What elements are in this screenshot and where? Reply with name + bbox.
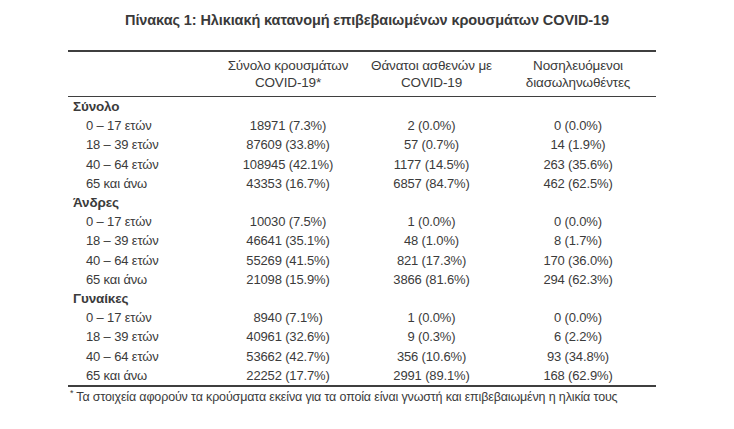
section-header-total: Σύνολο [68,97,656,117]
cell-cases: 21098 (15.9%) [213,270,363,289]
cell-intubated: 168 (62.9%) [500,366,656,386]
table-row: 18 – 39 ετών 46641 (35.1%) 48 (1.0%) 8 (… [68,231,656,250]
cell-intubated: 93 (34.8%) [500,347,656,366]
footnote-asterisk: * [70,388,73,398]
col-header-deaths: Θάνατοι ασθενών με COVID-19 [363,51,500,97]
age-group-label: 18 – 39 ετών [68,231,213,250]
cell-intubated: 0 (0.0%) [500,308,656,327]
age-group-label: 0 – 17 ετών [68,116,213,135]
cell-deaths: 3866 (81.6%) [363,270,500,289]
cell-intubated: 294 (62.3%) [500,270,656,289]
table-row: 40 – 64 ετών 108945 (42.1%) 1177 (14.5%)… [68,155,656,174]
table-row: 65 και άνω 21098 (15.9%) 3866 (81.6%) 29… [68,270,656,289]
cell-deaths: 48 (1.0%) [363,231,500,250]
age-group-label: 40 – 64 ετών [68,155,213,174]
cell-cases: 22252 (17.7%) [213,366,363,386]
table-row: 18 – 39 ετών 87609 (33.8%) 57 (0.7%) 14 … [68,135,656,154]
col-header-total-cases-line2: COVID-19* [213,74,363,91]
cell-deaths: 2991 (89.1%) [363,366,500,386]
cell-cases: 10030 (7.5%) [213,212,363,231]
age-group-label: 18 – 39 ετών [68,327,213,346]
cell-deaths: 57 (0.7%) [363,135,500,154]
col-header-intubated: Νοσηλευόμενοι διασωληνωθέντες [500,51,656,97]
col-header-total-cases-line1: Σύνολο κρουσμάτων [213,57,363,74]
age-group-label: 18 – 39 ετών [68,135,213,154]
table-row: 40 – 64 ετών 55269 (41.5%) 821 (17.3%) 1… [68,251,656,270]
cell-cases: 46641 (35.1%) [213,231,363,250]
table-row: 40 – 64 ετών 53662 (42.7%) 356 (10.6%) 9… [68,347,656,366]
cell-deaths: 6857 (84.7%) [363,174,500,193]
cell-intubated: 462 (62.5%) [500,174,656,193]
cell-cases: 55269 (41.5%) [213,251,363,270]
table-row: 0 – 17 ετών 18971 (7.3%) 2 (0.0%) 0 (0.0… [68,116,656,135]
age-group-label: 40 – 64 ετών [68,347,213,366]
cell-cases: 53662 (42.7%) [213,347,363,366]
cell-deaths: 1 (0.0%) [363,212,500,231]
col-header-total-cases: Σύνολο κρουσμάτων COVID-19* [213,51,363,97]
table-row: 0 – 17 ετών 8940 (7.1%) 1 (0.0%) 0 (0.0%… [68,308,656,327]
col-header-intubated-line2: διασωληνωθέντες [500,74,656,91]
cell-intubated: 170 (36.0%) [500,251,656,270]
cell-deaths: 821 (17.3%) [363,251,500,270]
table-row: 65 και άνω 22252 (17.7%) 2991 (89.1%) 16… [68,366,656,386]
cell-deaths: 9 (0.3%) [363,327,500,346]
age-group-label: 65 και άνω [68,270,213,289]
age-group-label: 65 και άνω [68,366,213,386]
table-row: 65 και άνω 43353 (16.7%) 6857 (84.7%) 46… [68,174,656,193]
cell-cases: 43353 (16.7%) [213,174,363,193]
age-group-label: 0 – 17 ετών [68,308,213,327]
cell-intubated: 8 (1.7%) [500,231,656,250]
col-header-intubated-line1: Νοσηλευόμενοι [500,57,656,74]
cell-intubated: 14 (1.9%) [500,135,656,154]
column-header-row: Σύνολο κρουσμάτων COVID-19* Θάνατοι ασθε… [68,51,656,97]
col-header-deaths-line1: Θάνατοι ασθενών με [363,57,500,74]
table-row: 18 – 39 ετών 40961 (32.6%) 9 (0.3%) 6 (2… [68,327,656,346]
cell-intubated: 6 (2.2%) [500,327,656,346]
section-header-row-total: Σύνολο [68,97,656,117]
table-title: Πίνακας 1: Ηλικιακή κατανομή επιβεβαιωμέ… [0,12,734,28]
cell-deaths: 1 (0.0%) [363,308,500,327]
report-page: Πίνακας 1: Ηλικιακή κατανομή επιβεβαιωμέ… [0,0,734,429]
cell-cases: 40961 (32.6%) [213,327,363,346]
age-group-label: 40 – 64 ετών [68,251,213,270]
cell-intubated: 0 (0.0%) [500,212,656,231]
cell-cases: 87609 (33.8%) [213,135,363,154]
col-header-empty [68,51,213,97]
age-group-label: 0 – 17 ετών [68,212,213,231]
cell-cases: 108945 (42.1%) [213,155,363,174]
cell-intubated: 263 (35.6%) [500,155,656,174]
col-header-deaths-line2: COVID-19 [363,74,500,91]
table-footnote: *Τα στοιχεία αφορούν τα κρούσματα εκείνα… [70,390,618,404]
cell-cases: 18971 (7.3%) [213,116,363,135]
cell-deaths: 356 (10.6%) [363,347,500,366]
section-header-men: Άνδρες [68,193,656,212]
cell-deaths: 2 (0.0%) [363,116,500,135]
age-group-label: 65 και άνω [68,174,213,193]
cell-intubated: 0 (0.0%) [500,116,656,135]
covid-age-distribution-table: Σύνολο κρουσμάτων COVID-19* Θάνατοι ασθε… [68,50,656,387]
table-row: 0 – 17 ετών 10030 (7.5%) 1 (0.0%) 0 (0.0… [68,212,656,231]
section-header-row-women: Γυναίκες [68,289,656,308]
footnote-text: Τα στοιχεία αφορούν τα κρούσματα εκείνα … [76,390,617,404]
cell-deaths: 1177 (14.5%) [363,155,500,174]
cell-cases: 8940 (7.1%) [213,308,363,327]
section-header-row-men: Άνδρες [68,193,656,212]
section-header-women: Γυναίκες [68,289,656,308]
